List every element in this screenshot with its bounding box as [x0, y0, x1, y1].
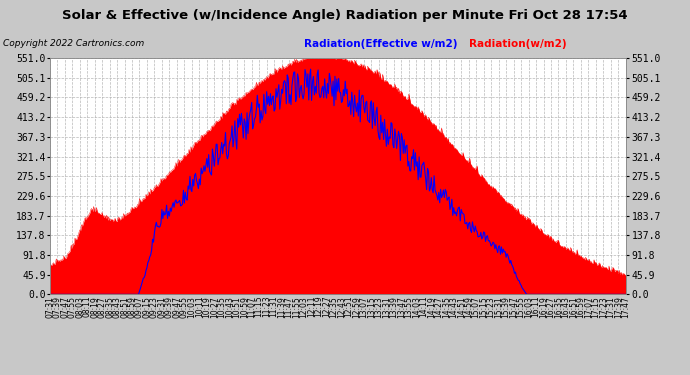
Text: Radiation(w/m2): Radiation(w/m2)	[469, 39, 566, 50]
Text: Copyright 2022 Cartronics.com: Copyright 2022 Cartronics.com	[3, 39, 145, 48]
Text: Solar & Effective (w/Incidence Angle) Radiation per Minute Fri Oct 28 17:54: Solar & Effective (w/Incidence Angle) Ra…	[62, 9, 628, 22]
Text: Radiation(Effective w/m2): Radiation(Effective w/m2)	[304, 39, 457, 50]
